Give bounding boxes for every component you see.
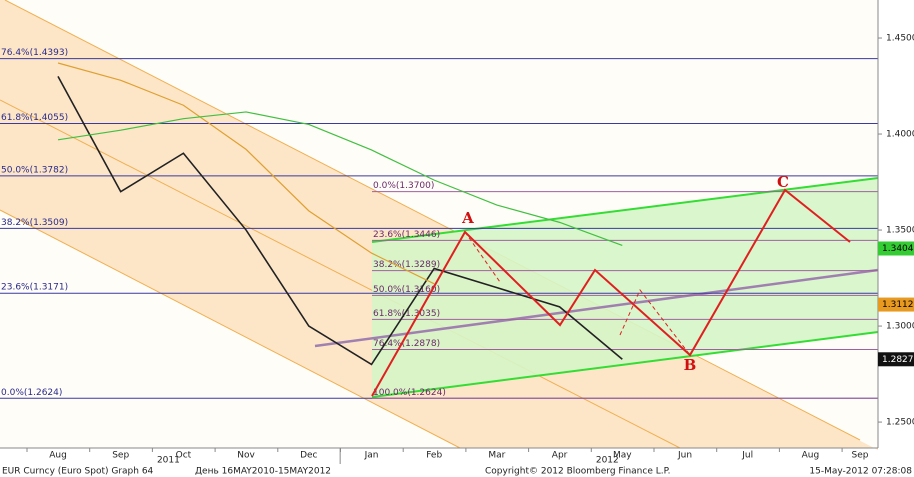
year-label: 2012 — [596, 456, 619, 466]
green-channel — [372, 178, 878, 397]
fib-label: 61.8%(1.4055) — [1, 113, 68, 123]
x-tick-label: Jan — [364, 451, 379, 461]
price-tag — [878, 241, 914, 256]
channel-line — [0, 209, 461, 449]
series-line — [57, 62, 435, 285]
fib-label: 50.0%(1.3782) — [1, 165, 68, 175]
fib-label: 50.0%(1.3160) — [373, 285, 440, 295]
x-tick-label: Feb — [426, 451, 442, 461]
x-tick-label: Aug — [49, 451, 67, 461]
footer: 15-May-2012 07:28:08 — [809, 467, 912, 477]
x-tick-label: May — [613, 451, 632, 461]
price-tag-label: 1.2827 — [882, 355, 914, 365]
fib-label: 0.0%(1.2624) — [1, 388, 62, 398]
fib-label: 0.0%(1.3700) — [373, 181, 434, 191]
annotation: C — [777, 173, 789, 191]
price-tag — [878, 352, 914, 367]
y-tick-label: 1.3000 — [886, 322, 914, 332]
footer: День 16MAY2010-15MAY2012 — [195, 467, 331, 477]
median-line — [314, 268, 879, 348]
x-tick-label: Oct — [176, 451, 192, 461]
channel-line — [0, 99, 681, 449]
y-tick-label: 1.2500 — [886, 418, 914, 428]
footer: Copyright© 2012 Bloomberg Finance L.P. — [485, 467, 670, 477]
wave-projection — [464, 231, 501, 283]
price-tag-label: 1.3404 — [882, 244, 914, 254]
fib-label: 100.0%(1.2624) — [373, 388, 446, 398]
fib-label: 23.6%(1.3171) — [1, 283, 68, 293]
series-line — [57, 76, 623, 366]
x-tick-label: Mar — [488, 451, 505, 461]
fib-label: 23.6%(1.3446) — [373, 230, 440, 240]
channel-line — [371, 331, 879, 398]
y-tick-label: 1.4500 — [886, 34, 914, 44]
fib-label: 61.8%(1.3035) — [373, 309, 440, 319]
footer: EUR Curncy (Euro Spot) Graph 64 — [2, 467, 154, 477]
x-tick-label: Apr — [552, 451, 568, 461]
annotation: B — [684, 356, 697, 374]
x-tick-label: Sep — [112, 451, 129, 461]
fib-label: 38.2%(1.3509) — [1, 218, 68, 228]
x-tick-label: Nov — [237, 451, 255, 461]
channel-line — [4, 0, 861, 441]
fib-label: 76.4%(1.4393) — [1, 48, 68, 58]
x-tick-label: Jul — [741, 451, 753, 461]
annotation: A — [461, 209, 474, 227]
channel-line — [371, 177, 879, 243]
price-tag-label: 1.3112 — [882, 300, 914, 310]
price-tag — [878, 297, 914, 312]
x-tick-label: Dec — [300, 451, 317, 461]
x-tick-label: Sep — [852, 451, 869, 461]
x-tick-label: Aug — [802, 451, 820, 461]
wave-projection — [619, 289, 691, 356]
fib-label: 38.2%(1.3289) — [373, 260, 440, 270]
x-tick-label: Jun — [677, 451, 692, 461]
y-tick-label: 1.4000 — [886, 130, 914, 140]
year-label: 2011 — [157, 456, 180, 466]
fib-label: 76.4%(1.2878) — [373, 339, 440, 349]
y-tick-label: 1.3500 — [886, 226, 914, 236]
series-line — [57, 111, 623, 246]
